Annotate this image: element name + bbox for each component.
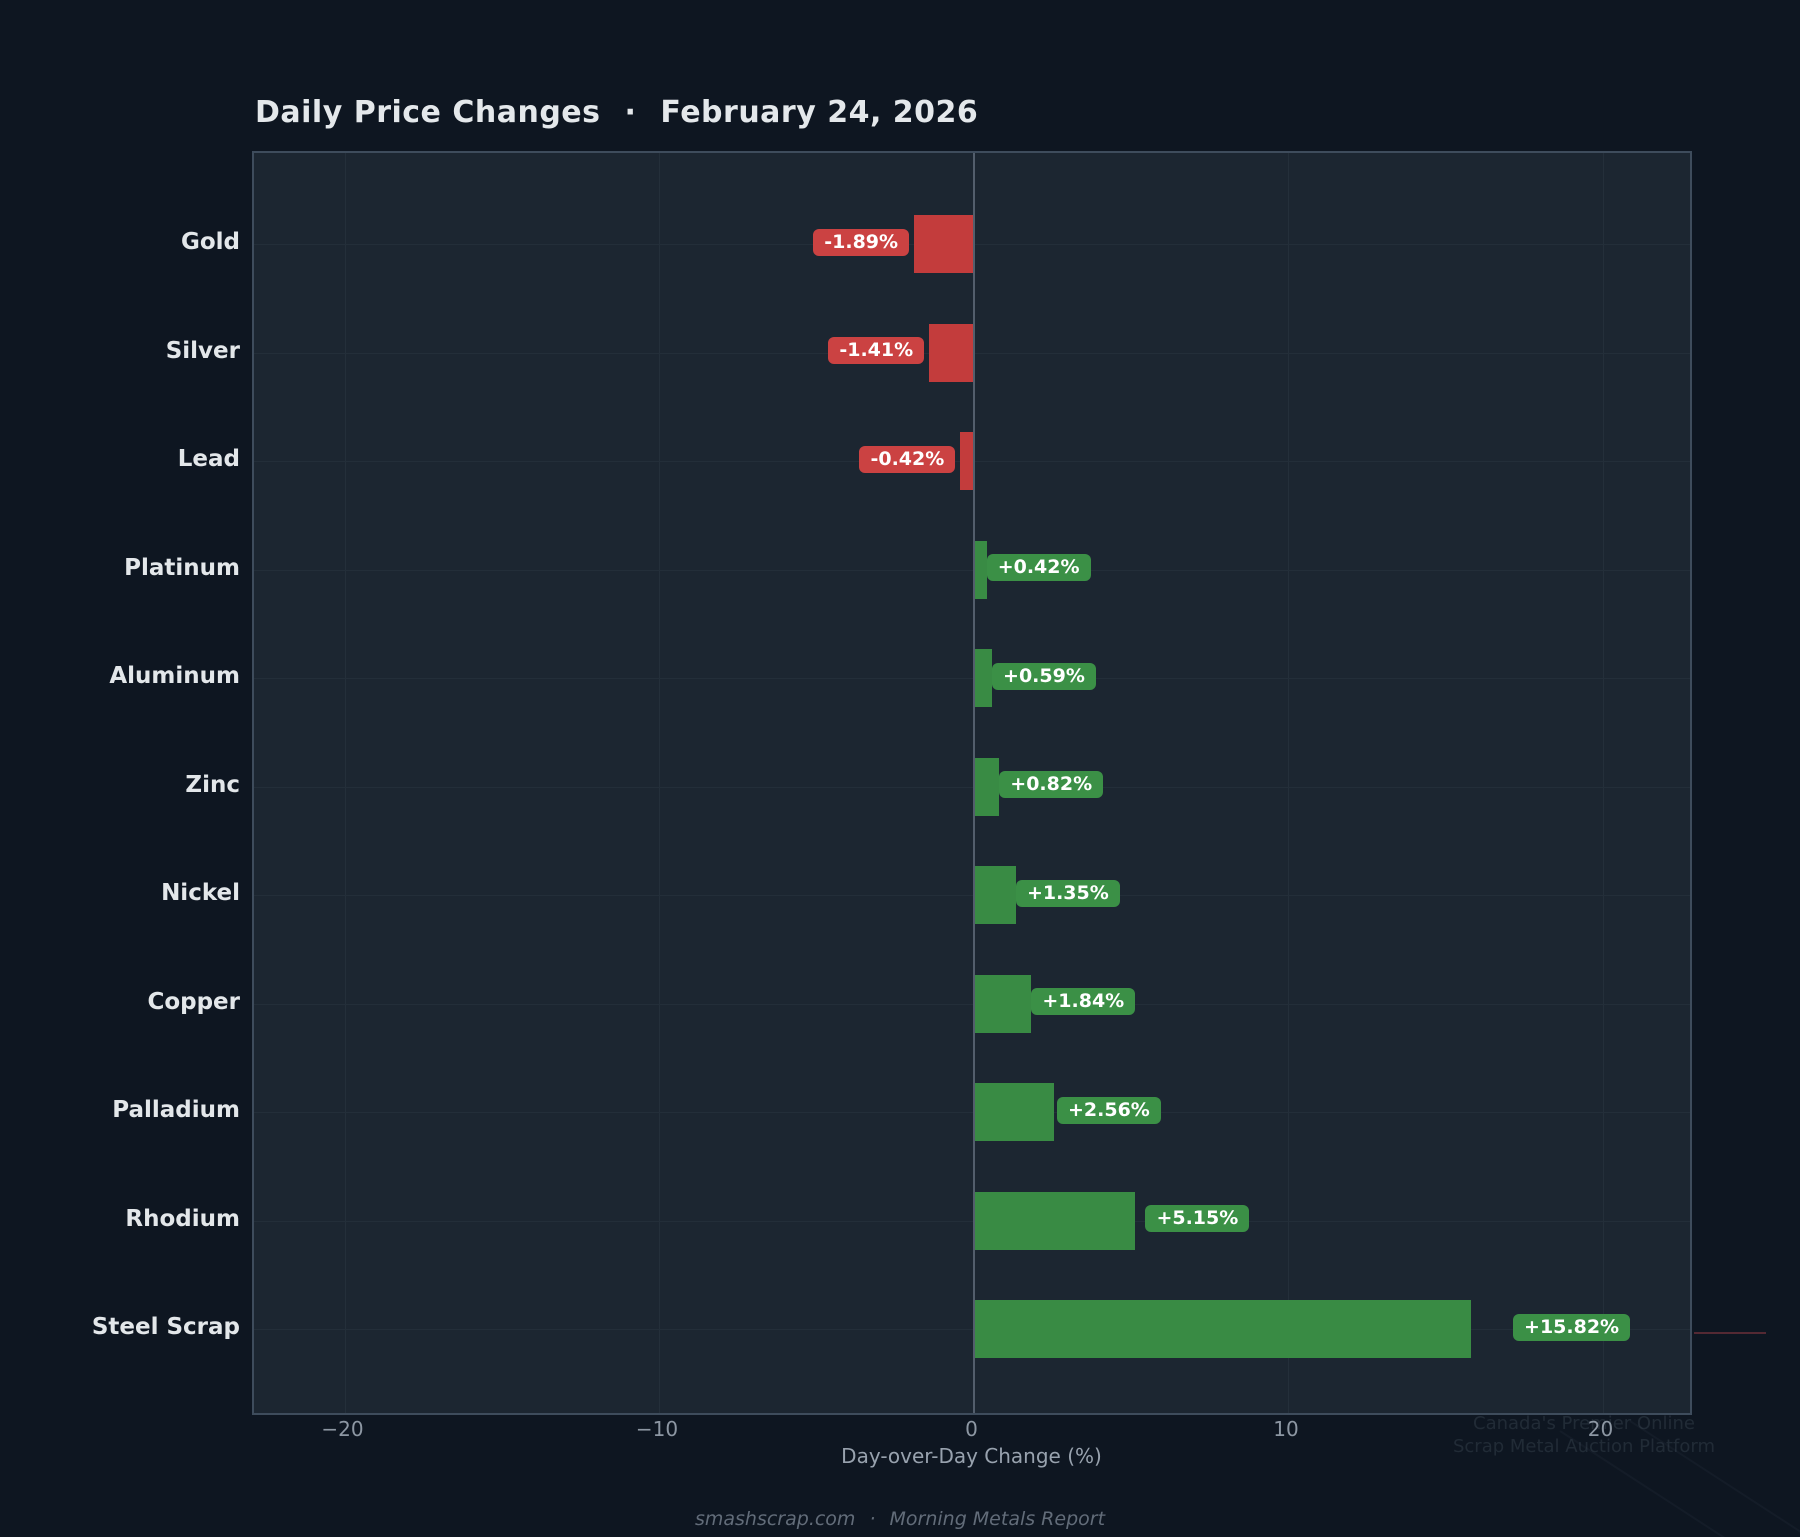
bar-platinum <box>973 540 987 599</box>
category-label-silver: Silver <box>165 337 240 364</box>
value-badge-zinc: +0.82% <box>999 771 1104 798</box>
category-label-zinc: Zinc <box>185 771 240 798</box>
chart-title: Daily Price Changes · February 24, 2026 <box>255 95 978 130</box>
category-label-nickel: Nickel <box>161 880 240 906</box>
category-label-lead: Lead <box>177 446 240 472</box>
value-badge-palladium: +2.56% <box>1057 1096 1161 1124</box>
category-label-steel-scrap: Steel Scrap <box>91 1314 240 1340</box>
title-separator: · <box>624 95 637 130</box>
value-badge-aluminum: +0.59% <box>992 662 1096 690</box>
horizontal-gridline <box>254 786 1690 788</box>
x-tick-label-20: 20 <box>1587 1417 1614 1441</box>
x-tick-label--20: −20 <box>321 1417 364 1441</box>
horizontal-gridline <box>254 678 1690 679</box>
value-badge-steel-scrap: +15.82% <box>1513 1313 1631 1341</box>
watermark-line2: Scrap Metal Auction Platform <box>1452 1436 1716 1457</box>
watermark-line1: Canada's Premier Online <box>1473 1413 1695 1434</box>
zero-baseline <box>972 153 975 1413</box>
horizontal-gridline <box>254 569 1690 571</box>
bar-copper <box>973 974 1032 1033</box>
value-badge-copper: +1.84% <box>1031 988 1136 1015</box>
horizontal-gridline <box>254 895 1690 896</box>
vertical-gridline <box>659 153 660 1413</box>
category-label-palladium: Palladium <box>112 1097 240 1123</box>
value-badge-gold: -1.89% <box>813 228 910 256</box>
footer-credit: smashscrap.com · Morning Metals Report <box>0 1508 1800 1530</box>
vertical-gridline <box>1288 153 1289 1413</box>
bar-rhodium <box>973 1191 1136 1250</box>
bar-silver <box>929 323 974 382</box>
plot-area <box>252 151 1692 1415</box>
value-badge-lead: -0.42% <box>859 445 956 473</box>
watermark-red-line <box>1694 1332 1766 1334</box>
x-axis-title: Day-over-Day Change (%) <box>841 1444 1102 1468</box>
bar-zinc <box>973 757 1000 816</box>
value-badge-platinum: +0.42% <box>986 554 1091 581</box>
value-badge-nickel: +1.35% <box>1015 879 1120 907</box>
value-badge-rhodium: +5.15% <box>1145 1205 1250 1232</box>
footer-site: smashscrap.com <box>694 1508 856 1530</box>
x-tick-label--10: −10 <box>635 1417 679 1441</box>
horizontal-gridline <box>254 1003 1690 1005</box>
x-tick-label-10: 10 <box>1273 1417 1299 1441</box>
category-label-gold: Gold <box>180 229 240 255</box>
horizontal-gridline <box>254 1220 1690 1222</box>
category-label-platinum: Platinum <box>124 554 240 581</box>
watermark-text: Canada's Premier Online Scrap Metal Auct… <box>1384 1412 1784 1458</box>
category-label-rhodium: Rhodium <box>125 1205 240 1232</box>
chart-title-main: Daily Price Changes <box>255 95 601 130</box>
vertical-gridline <box>1602 153 1604 1413</box>
footer-report: Morning Metals Report <box>889 1508 1106 1530</box>
bar-gold <box>914 215 974 273</box>
bar-steel-scrap <box>973 1300 1472 1358</box>
vertical-gridline <box>344 153 346 1413</box>
horizontal-gridline <box>254 1112 1690 1113</box>
footer-separator: · <box>869 1508 876 1530</box>
bar-aluminum <box>973 649 993 707</box>
bar-lead <box>960 432 974 490</box>
category-label-copper: Copper <box>147 988 240 1015</box>
chart-title-date: February 24, 2026 <box>660 95 979 130</box>
x-tick-label-0: 0 <box>965 1417 978 1441</box>
value-badge-silver: -1.41% <box>828 337 925 364</box>
horizontal-gridline <box>254 1329 1690 1330</box>
bar-nickel <box>973 866 1016 924</box>
bar-palladium <box>973 1083 1054 1141</box>
category-label-aluminum: Aluminum <box>109 663 240 689</box>
